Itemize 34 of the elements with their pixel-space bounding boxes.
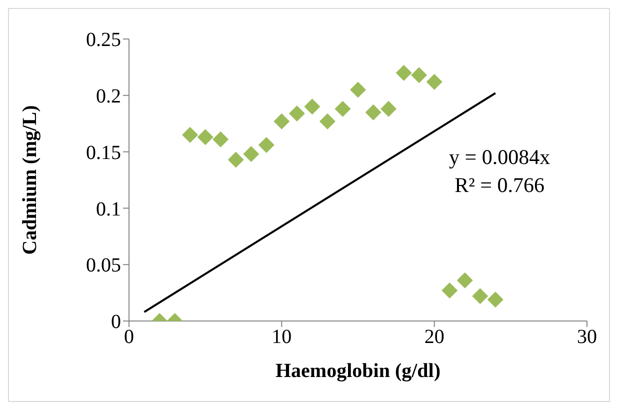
point [334, 100, 351, 117]
point [197, 129, 214, 146]
y-tick-label: 0 [111, 311, 121, 334]
y-tick-label: 0.1 [96, 198, 121, 220]
x-axis-title: Haemoglobin (g/dl) [275, 360, 441, 382]
x-tick-label: 10 [272, 326, 292, 348]
y-tick-label: 0.05 [86, 254, 121, 277]
point [212, 131, 229, 148]
point [350, 82, 366, 98]
point [365, 104, 382, 120]
point [274, 113, 290, 130]
y-tick-label: 0.15 [86, 142, 121, 164]
point [319, 113, 336, 130]
x-tick-label: 30 [577, 326, 597, 348]
point [288, 105, 305, 122]
annotation: y = 0.0084x [449, 144, 550, 171]
annotation: R² = 0.766 [454, 172, 546, 199]
point [426, 74, 442, 90]
point [304, 98, 320, 115]
point [396, 64, 412, 81]
point [380, 100, 397, 117]
point [243, 146, 260, 162]
point [182, 126, 198, 143]
point [228, 152, 244, 168]
x-tick-label: 20 [424, 326, 444, 348]
point [472, 288, 488, 304]
y-tick-label: 0.25 [86, 29, 121, 52]
point [258, 137, 274, 154]
point [411, 67, 428, 84]
y-tick-label: 0.2 [96, 86, 121, 108]
point [456, 272, 473, 288]
y-axis-title: Cadmium (mg/L) [19, 105, 42, 255]
point [442, 282, 458, 299]
point [487, 292, 504, 308]
